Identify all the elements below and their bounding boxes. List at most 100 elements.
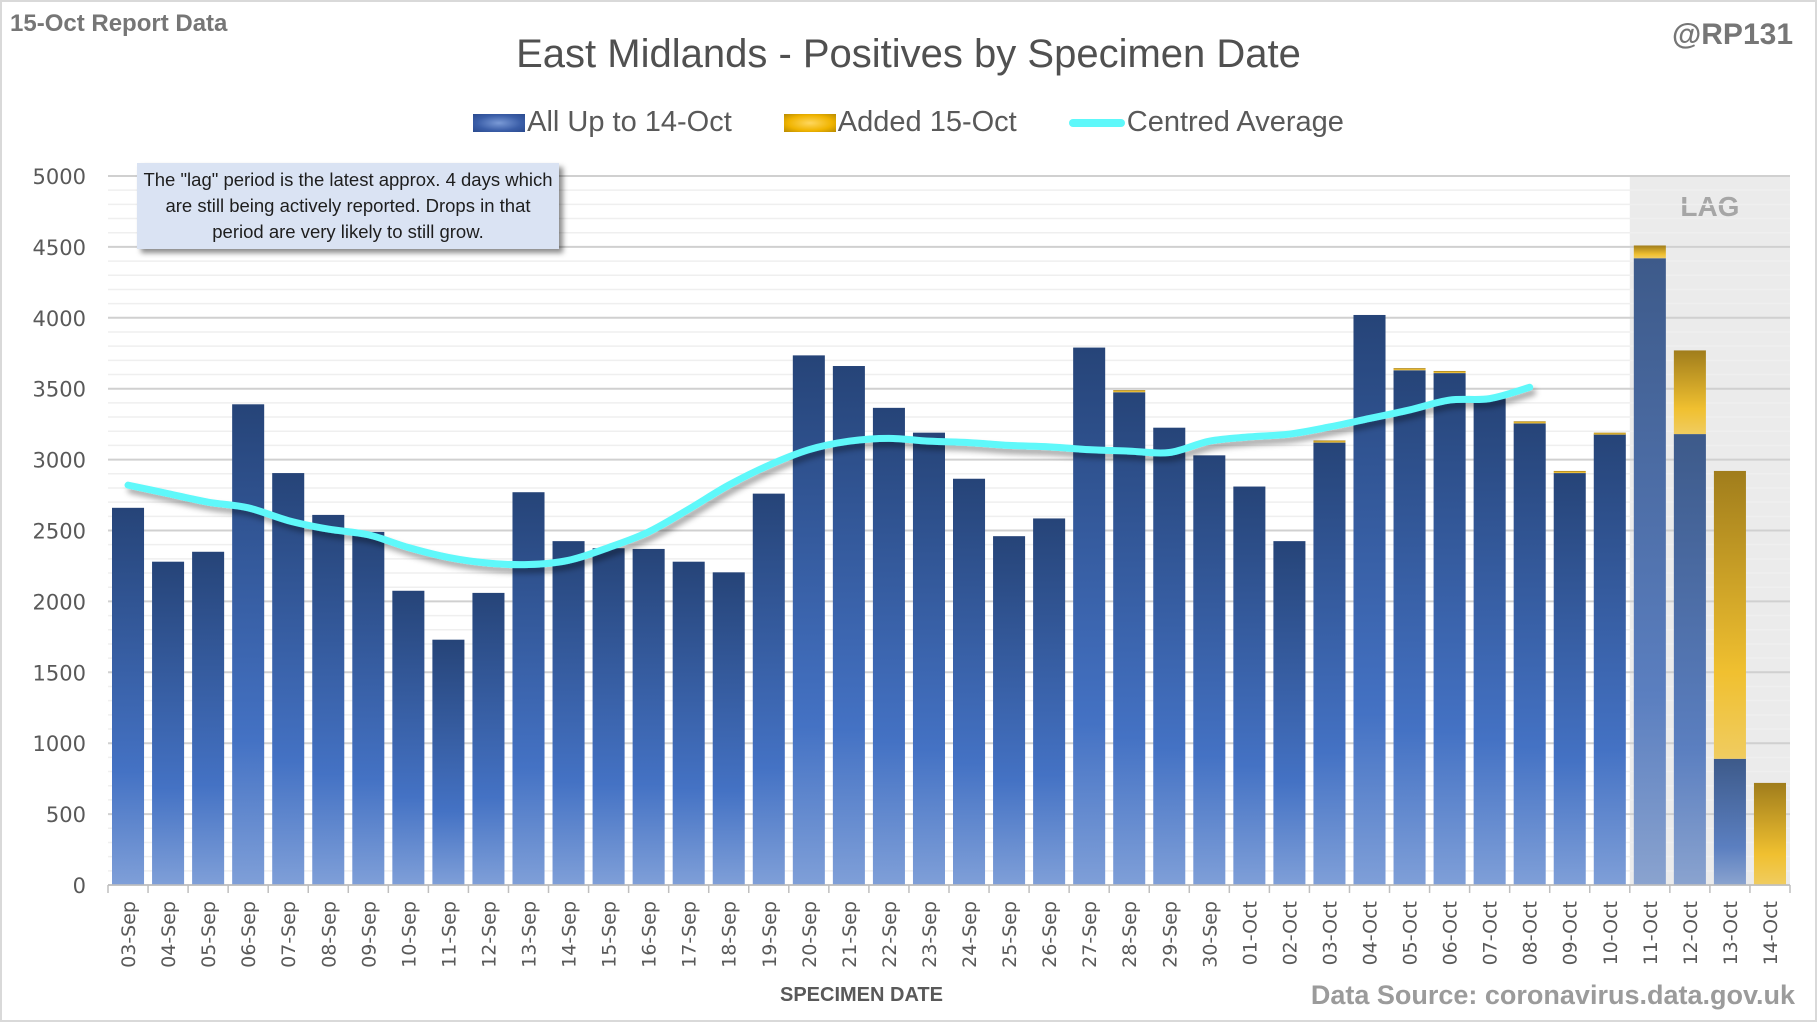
legend-label: Added 15-Oct [837, 106, 1017, 138]
x-tick-label: 26-Sep [1039, 901, 1061, 968]
bar-all-up-to [632, 548, 665, 885]
x-tick-label: 17-Sep [679, 901, 701, 968]
bar-all-up-to [1713, 758, 1746, 885]
bar-all-up-to [432, 639, 465, 885]
bar-all-up-to [312, 514, 345, 885]
bar-all-up-to [192, 551, 225, 885]
bar-all-up-to [1473, 398, 1506, 885]
bar-all-up-to [953, 478, 986, 885]
bar-all-up-to [672, 561, 705, 885]
bar-all-up-to [1313, 442, 1346, 885]
bar-added [1433, 370, 1466, 374]
legend-item-added: Added 15-Oct [783, 106, 1017, 139]
x-axis-title: SPECIMEN DATE [780, 984, 943, 1006]
bar-all-up-to [1113, 392, 1146, 885]
bar-all-up-to [232, 404, 265, 885]
lag-label: LAG [1680, 191, 1739, 222]
x-tick-label: 04-Oct [1360, 901, 1382, 965]
bar-added [1673, 350, 1706, 435]
lag-note: The "lag" period is the latest approx. 4… [137, 163, 559, 249]
y-tick-label: 1500 [33, 661, 86, 685]
y-tick-label: 1000 [33, 732, 86, 756]
legend-item-average: Centred Average [1068, 106, 1344, 139]
x-tick-label: 19-Sep [759, 901, 781, 968]
bar-all-up-to [1273, 541, 1306, 885]
author-handle: @RP131 [1672, 18, 1793, 51]
x-tick-label: 16-Sep [639, 901, 661, 968]
bar-all-up-to [1633, 258, 1666, 885]
bar-all-up-to [912, 432, 945, 885]
bar-added [1713, 470, 1746, 759]
x-tick-label: 05-Sep [198, 901, 220, 968]
centred-average-line [124, 383, 1534, 569]
x-tick-label: 09-Oct [1560, 901, 1582, 965]
x-tick-label: 03-Oct [1319, 901, 1341, 965]
bar-all-up-to [1153, 427, 1186, 885]
legend-swatch-gold [783, 113, 836, 132]
x-tick-label: 27-Sep [1079, 901, 1101, 968]
bar-all-up-to [272, 473, 305, 885]
x-tick-label: 02-Oct [1279, 901, 1301, 965]
bar-added [1393, 368, 1426, 371]
y-tick-label: 500 [46, 803, 86, 827]
x-tick-label: 15-Sep [599, 901, 621, 968]
bar-all-up-to [1353, 314, 1386, 885]
x-tick-label: 13-Sep [519, 901, 541, 968]
bar-all-up-to [512, 492, 545, 885]
x-tick-label: 01-Oct [1239, 901, 1261, 965]
x-tick-label: 06-Sep [238, 901, 260, 968]
bar-all-up-to [1193, 455, 1226, 885]
y-tick-label: 0 [73, 874, 86, 898]
x-tick-label: 06-Oct [1440, 901, 1462, 965]
x-tick-label: 05-Oct [1400, 901, 1422, 965]
x-tick-label: 10-Sep [398, 901, 420, 968]
x-tick-label: 11-Oct [1640, 901, 1662, 965]
x-tick-label: 08-Sep [318, 901, 340, 968]
legend-item-all-up-to: All Up to 14-Oct [473, 106, 732, 139]
bar-all-up-to [792, 355, 825, 885]
bar-all-up-to [752, 493, 785, 885]
x-tick-label: 12-Sep [478, 901, 500, 968]
x-tick-label: 12-Oct [1680, 901, 1702, 965]
data-source: Data Source: coronavirus.data.gov.uk [1310, 980, 1795, 1010]
bar-all-up-to [872, 407, 905, 885]
bar-all-up-to [112, 507, 145, 885]
bar-all-up-to [1593, 434, 1626, 885]
x-tick-label: 21-Sep [839, 901, 861, 968]
legend: All Up to 14-Oct Added 15-Oct Centred Av… [0, 106, 1817, 139]
x-tick-label: 30-Sep [1199, 901, 1221, 968]
x-tick-label: 03-Sep [118, 901, 140, 968]
y-tick-label: 2000 [33, 590, 86, 614]
x-tick-label: 25-Sep [999, 901, 1021, 968]
x-tick-label: 24-Sep [959, 901, 981, 968]
bar-added [1553, 470, 1586, 474]
bar-added [1593, 432, 1626, 435]
y-tick-label: 5000 [33, 165, 86, 189]
bar-all-up-to [152, 561, 185, 885]
bar-all-up-to [592, 548, 625, 885]
x-tick-label: 23-Sep [919, 901, 941, 968]
bar-all-up-to [352, 531, 385, 885]
x-tick-label: 14-Oct [1760, 901, 1782, 965]
bar-all-up-to [1073, 347, 1106, 885]
bar-all-up-to [1433, 373, 1466, 885]
legend-swatch-line [1068, 118, 1125, 127]
x-tick-label: 08-Oct [1520, 901, 1542, 965]
bar-all-up-to [1673, 434, 1706, 885]
bar-all-up-to [1393, 370, 1426, 885]
x-tick-label: 09-Sep [358, 901, 380, 968]
y-tick-label: 4000 [33, 307, 86, 331]
legend-swatch-blue [473, 113, 526, 132]
x-tick-label: 22-Sep [879, 901, 901, 968]
x-tick-label: 07-Sep [278, 901, 300, 968]
bar-all-up-to [1233, 486, 1266, 885]
bar-all-up-to [712, 572, 745, 885]
bar-all-up-to [832, 366, 865, 886]
y-tick-label: 3000 [33, 449, 86, 473]
x-tick-label: 20-Sep [799, 901, 821, 968]
y-tick-label: 4500 [33, 236, 86, 260]
y-tick-label: 3500 [33, 378, 86, 402]
chart-title: East Midlands - Positives by Specimen Da… [516, 32, 1301, 76]
bar-all-up-to [1513, 423, 1546, 885]
